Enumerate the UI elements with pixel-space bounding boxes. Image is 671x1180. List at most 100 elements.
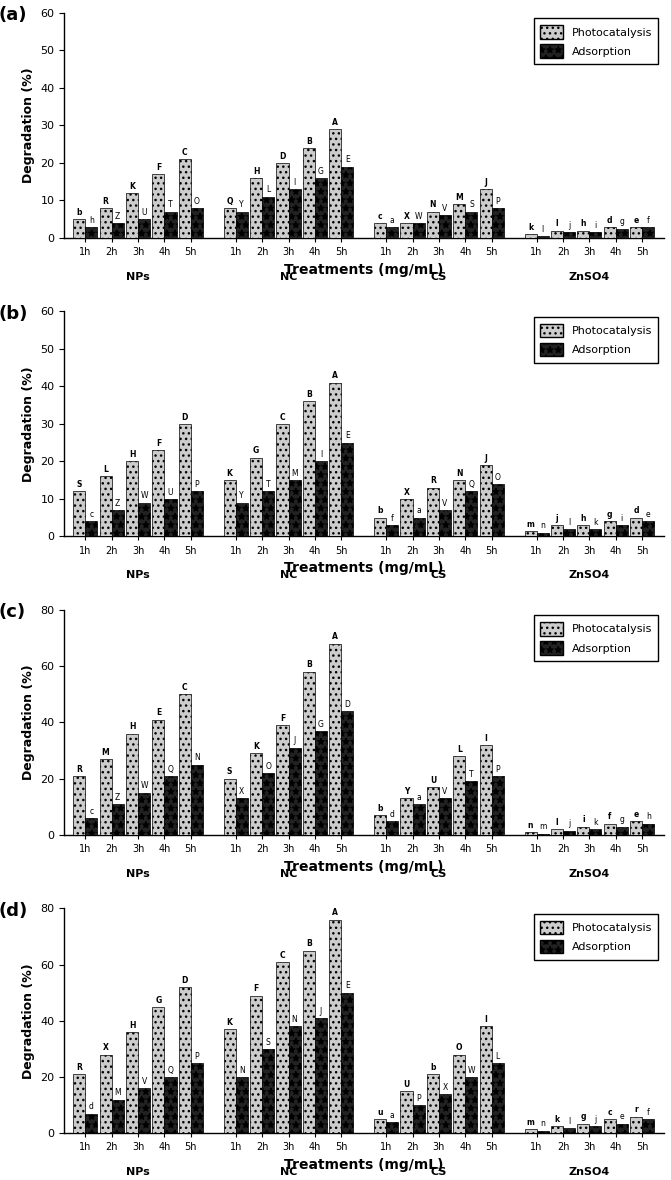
Text: M: M [114,1088,121,1097]
Text: c: c [89,510,93,519]
Bar [604,824,616,835]
Text: k: k [593,818,598,827]
Bar [413,1106,425,1134]
Bar [577,230,589,238]
Bar [289,748,301,835]
Text: R: R [430,477,436,485]
Text: Z: Z [115,793,120,801]
Bar [329,919,342,1134]
Text: n: n [528,821,533,830]
Text: c: c [607,1108,612,1117]
Text: U: U [403,1080,410,1089]
Bar [223,480,236,537]
Bar [401,1092,413,1134]
Bar [537,1130,549,1134]
Y-axis label: Degradation (%): Degradation (%) [21,366,35,481]
Bar [454,1055,466,1134]
Text: N: N [456,468,462,478]
Bar [276,424,289,537]
Bar [386,821,398,835]
Bar [374,1120,386,1134]
Bar [642,522,654,537]
Text: N: N [429,201,436,210]
Text: O: O [265,762,271,771]
Bar [537,236,549,238]
Text: h: h [580,219,586,228]
Text: l: l [556,219,558,228]
Bar [604,227,616,238]
Text: M: M [102,748,109,756]
Text: ZnSO4: ZnSO4 [569,271,610,282]
Bar [152,451,164,537]
Bar [589,830,601,835]
Bar [111,1100,123,1134]
Text: J: J [484,454,487,463]
Bar [439,1094,451,1134]
Bar [111,804,123,835]
Bar [466,1077,477,1134]
Text: H: H [129,722,136,732]
Text: J: J [484,178,487,186]
Text: l: l [568,1116,570,1126]
Text: M: M [456,194,463,202]
Text: CS: CS [431,271,447,282]
Text: f: f [647,216,650,224]
Text: NPs: NPs [126,1167,150,1178]
Text: A: A [332,909,338,917]
Bar [604,1120,616,1134]
Legend: Photocatalysis, Adsorption: Photocatalysis, Adsorption [533,913,658,959]
Text: n: n [540,1120,545,1128]
Text: r: r [634,1106,638,1114]
Bar [85,1114,97,1134]
Text: l: l [541,225,544,234]
Text: T: T [168,201,173,210]
Text: (b): (b) [0,304,28,322]
Text: P: P [495,765,500,774]
Text: f: f [391,514,394,523]
Text: i: i [595,221,597,230]
Text: R: R [103,197,109,205]
Bar [413,804,425,835]
Text: D: D [344,700,350,709]
Bar [616,229,628,238]
Text: V: V [442,787,448,797]
Legend: Photocatalysis, Adsorption: Photocatalysis, Adsorption [533,19,658,65]
Text: Y: Y [404,787,409,797]
Bar [492,1063,504,1134]
Bar [236,799,248,835]
Text: a: a [390,1110,395,1120]
Text: b: b [377,506,383,516]
Text: L: L [496,1051,500,1061]
Bar [236,1077,248,1134]
Legend: Photocatalysis, Adsorption: Photocatalysis, Adsorption [533,317,658,363]
Text: e: e [646,510,650,519]
Text: V: V [142,1077,147,1086]
Bar [73,219,85,238]
Text: T: T [469,771,474,779]
Bar [303,148,315,238]
Bar [152,1007,164,1134]
Bar [466,211,477,238]
Bar [630,518,642,537]
Bar [439,216,451,238]
Text: Z: Z [115,211,120,221]
Text: Y: Y [240,201,244,210]
Bar [589,232,601,238]
Text: G: G [318,720,324,728]
Text: G: G [155,996,162,1004]
Text: W: W [415,211,422,221]
Text: S: S [266,1037,270,1047]
Text: a: a [416,506,421,516]
Bar [492,484,504,537]
Text: h: h [646,813,651,821]
Text: P: P [495,197,500,205]
Text: NPs: NPs [126,570,150,581]
Bar [551,1127,563,1134]
Bar [236,503,248,537]
Bar [152,175,164,238]
Text: CS: CS [431,570,447,581]
Text: E: E [345,156,350,164]
Y-axis label: Degradation (%): Degradation (%) [21,67,35,183]
Text: G: G [253,446,259,455]
Legend: Photocatalysis, Adsorption: Photocatalysis, Adsorption [533,616,658,661]
